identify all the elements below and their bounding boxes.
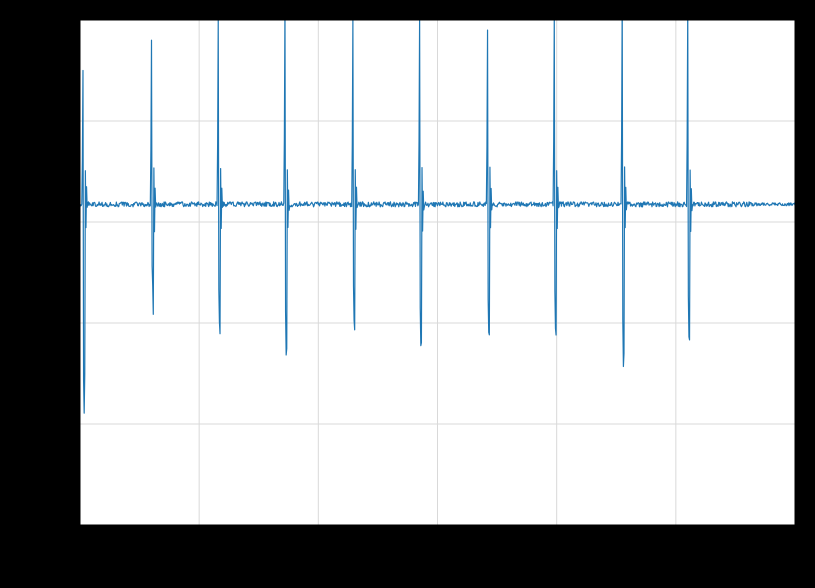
x-tick-label: 8 xyxy=(554,536,560,548)
y-tick-label: -0.4 xyxy=(51,419,70,431)
y-tick-label: -0.6 xyxy=(51,520,70,532)
x-tick-label: 4 xyxy=(315,536,321,548)
x-tick-label: 2 xyxy=(196,536,202,548)
x-tick-label: 6 xyxy=(434,536,440,548)
chart-container: 0 2 4 6 8 10 12 -0.6 -0.4 -0.2 0 0.2 0.4 xyxy=(0,0,815,588)
x-tick-label: 0 xyxy=(77,536,83,548)
y-tick-label: 0.2 xyxy=(55,116,70,128)
x-tick-label: 10 xyxy=(670,536,682,548)
y-tick-label: 0 xyxy=(64,217,70,229)
y-tick-label: -0.2 xyxy=(51,318,70,330)
y-tick-label: 0.4 xyxy=(55,15,70,27)
line-chart: 0 2 4 6 8 10 12 -0.6 -0.4 -0.2 0 0.2 0.4 xyxy=(0,0,815,588)
x-tick-label: 12 xyxy=(789,536,801,548)
